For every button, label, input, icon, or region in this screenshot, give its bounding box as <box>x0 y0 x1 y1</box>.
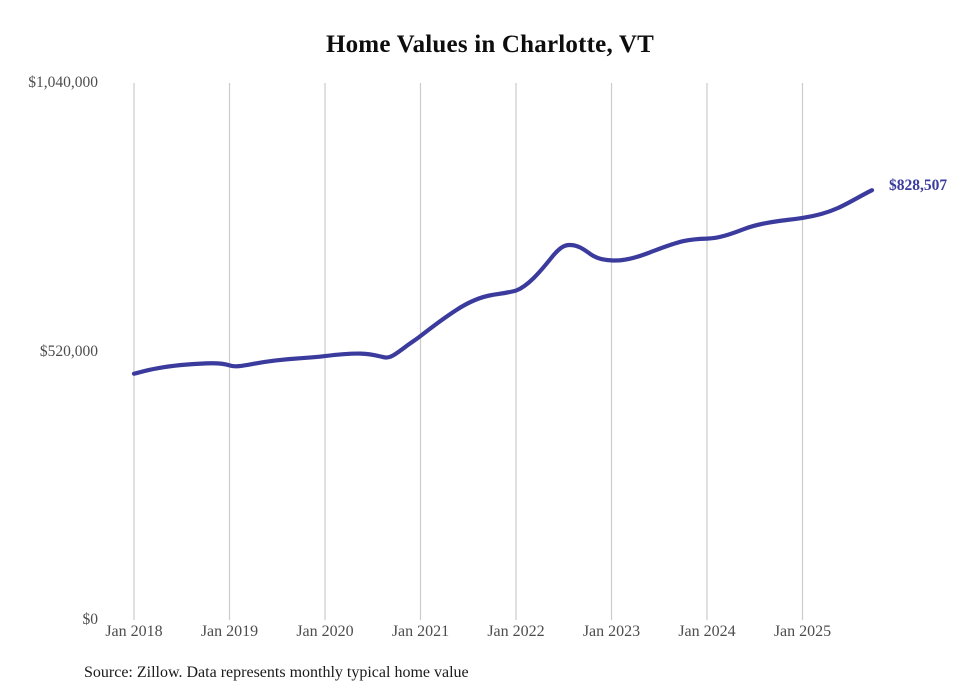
gridlines <box>133 83 804 620</box>
xtick-label-jan-2019: Jan 2019 <box>200 623 259 640</box>
xtick-label-jan-2020: Jan 2020 <box>296 623 354 640</box>
ytick-label-top: $1,040,000 <box>28 74 98 91</box>
xtick-label-jan-2024: Jan 2024 <box>678 623 736 640</box>
page-title: Home Values in Charlotte, VT <box>325 31 655 58</box>
xtick-label-jan-2018: Jan 2018 <box>105 623 163 640</box>
xtick-label-jan-2025: Jan 2025 <box>773 623 832 640</box>
data-line-typical-home-value <box>131 188 875 376</box>
xtick-label-jan-2022: Jan 2022 <box>487 623 545 640</box>
end-value-annotation: $828,507 <box>889 177 948 194</box>
xtick-label-jan-2023: Jan 2023 <box>582 623 641 640</box>
ytick-label-bottom: $0 <box>82 611 99 628</box>
ytick-label-middle: $520,000 <box>39 343 98 360</box>
source-note: Source: Zillow. Data represents monthly … <box>84 664 469 681</box>
xtick-label-jan-2021: Jan 2021 <box>391 623 450 640</box>
